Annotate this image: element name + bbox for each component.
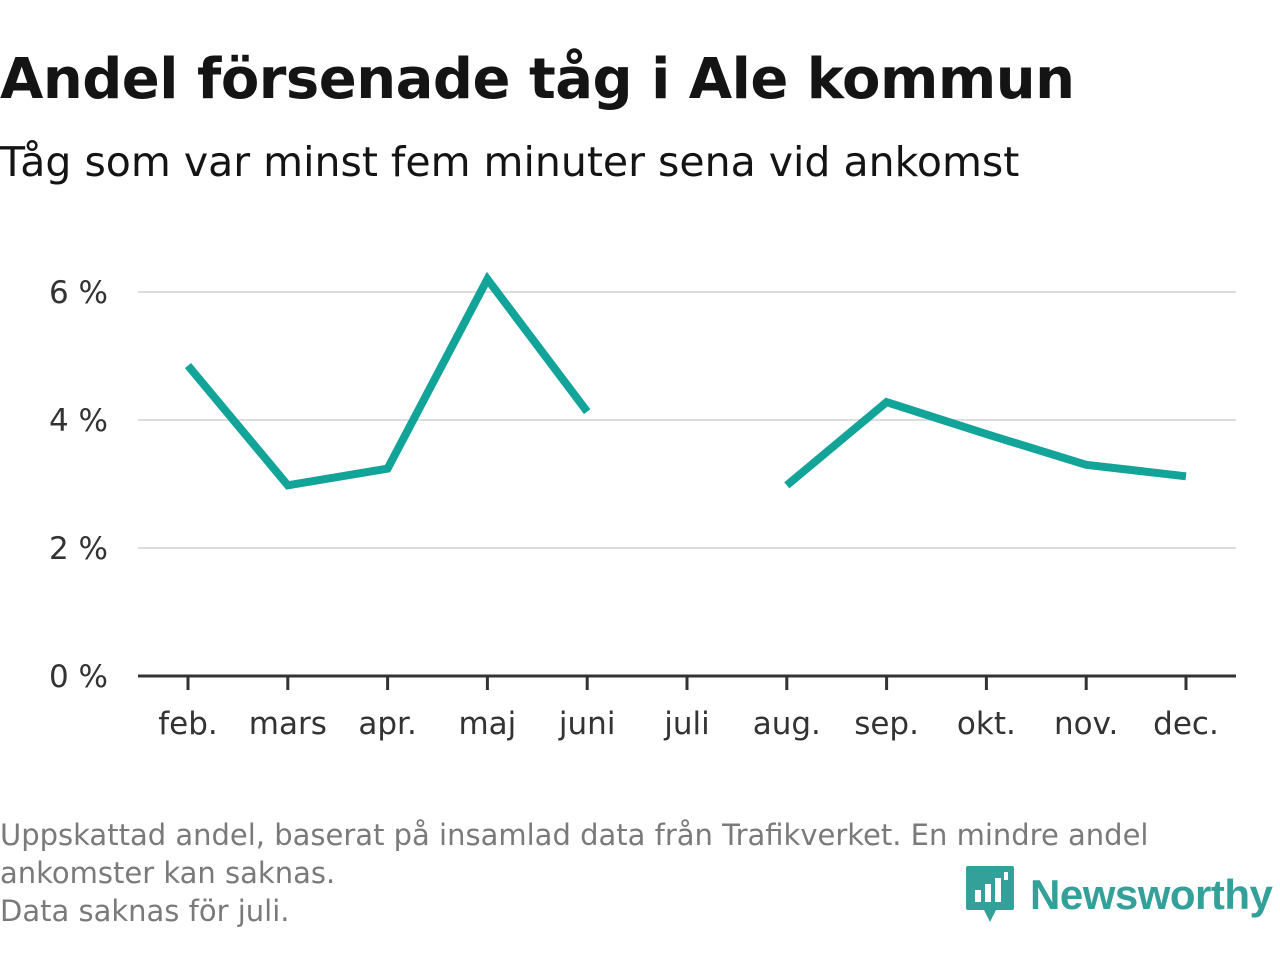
- footnote-line: Uppskattad andel, baserat på insamlad da…: [0, 818, 1149, 852]
- grid-lines: [138, 291, 1236, 549]
- y-tick-label: 4 %: [49, 403, 108, 439]
- series-line: [784, 397, 1187, 489]
- series-lines: [184, 271, 1187, 490]
- x-tick-label: nov.: [1054, 706, 1118, 742]
- x-axis-tick-labels: feb. mars apr. maj juni juli aug. sep. okt. nov. d…: [158, 706, 1219, 742]
- y-tick-label: 0 %: [49, 659, 108, 695]
- x-tick-label: okt.: [957, 706, 1016, 742]
- chart-title: Andel försenade tåg i Ale kommun: [0, 47, 1075, 112]
- x-tick-label: juli: [663, 706, 710, 742]
- brand-name: Newsworthy: [1030, 871, 1273, 918]
- y-tick-label: 6 %: [49, 275, 108, 311]
- footnote-line: Data saknas för juli.: [0, 894, 290, 928]
- x-tick-label: mars: [249, 706, 327, 742]
- x-tick-label: sep.: [854, 706, 919, 742]
- newsworthy-bar-chart-icon: [966, 866, 1014, 922]
- newsworthy-logo: Newsworthy: [964, 864, 1273, 926]
- x-tick-label: feb.: [158, 706, 218, 742]
- x-tick-label: apr.: [358, 706, 416, 742]
- x-tick-label: aug.: [753, 706, 821, 742]
- y-tick-label: 2 %: [49, 531, 108, 567]
- series-line: [184, 271, 591, 490]
- x-tick-label: juni: [558, 706, 616, 742]
- x-tick-label: dec.: [1153, 706, 1219, 742]
- footnote: Uppskattad andel, baserat på insamlad da…: [0, 816, 1270, 930]
- y-axis-tick-labels: 0 % 2 % 4 % 6 %: [49, 275, 108, 695]
- x-axis: [138, 674, 1236, 690]
- chart-subtitle: Tåg som var minst fem minuter sena vid a…: [0, 138, 1020, 186]
- footnote-line: ankomster kan saknas.: [0, 856, 336, 890]
- x-tick-label: maj: [458, 706, 516, 742]
